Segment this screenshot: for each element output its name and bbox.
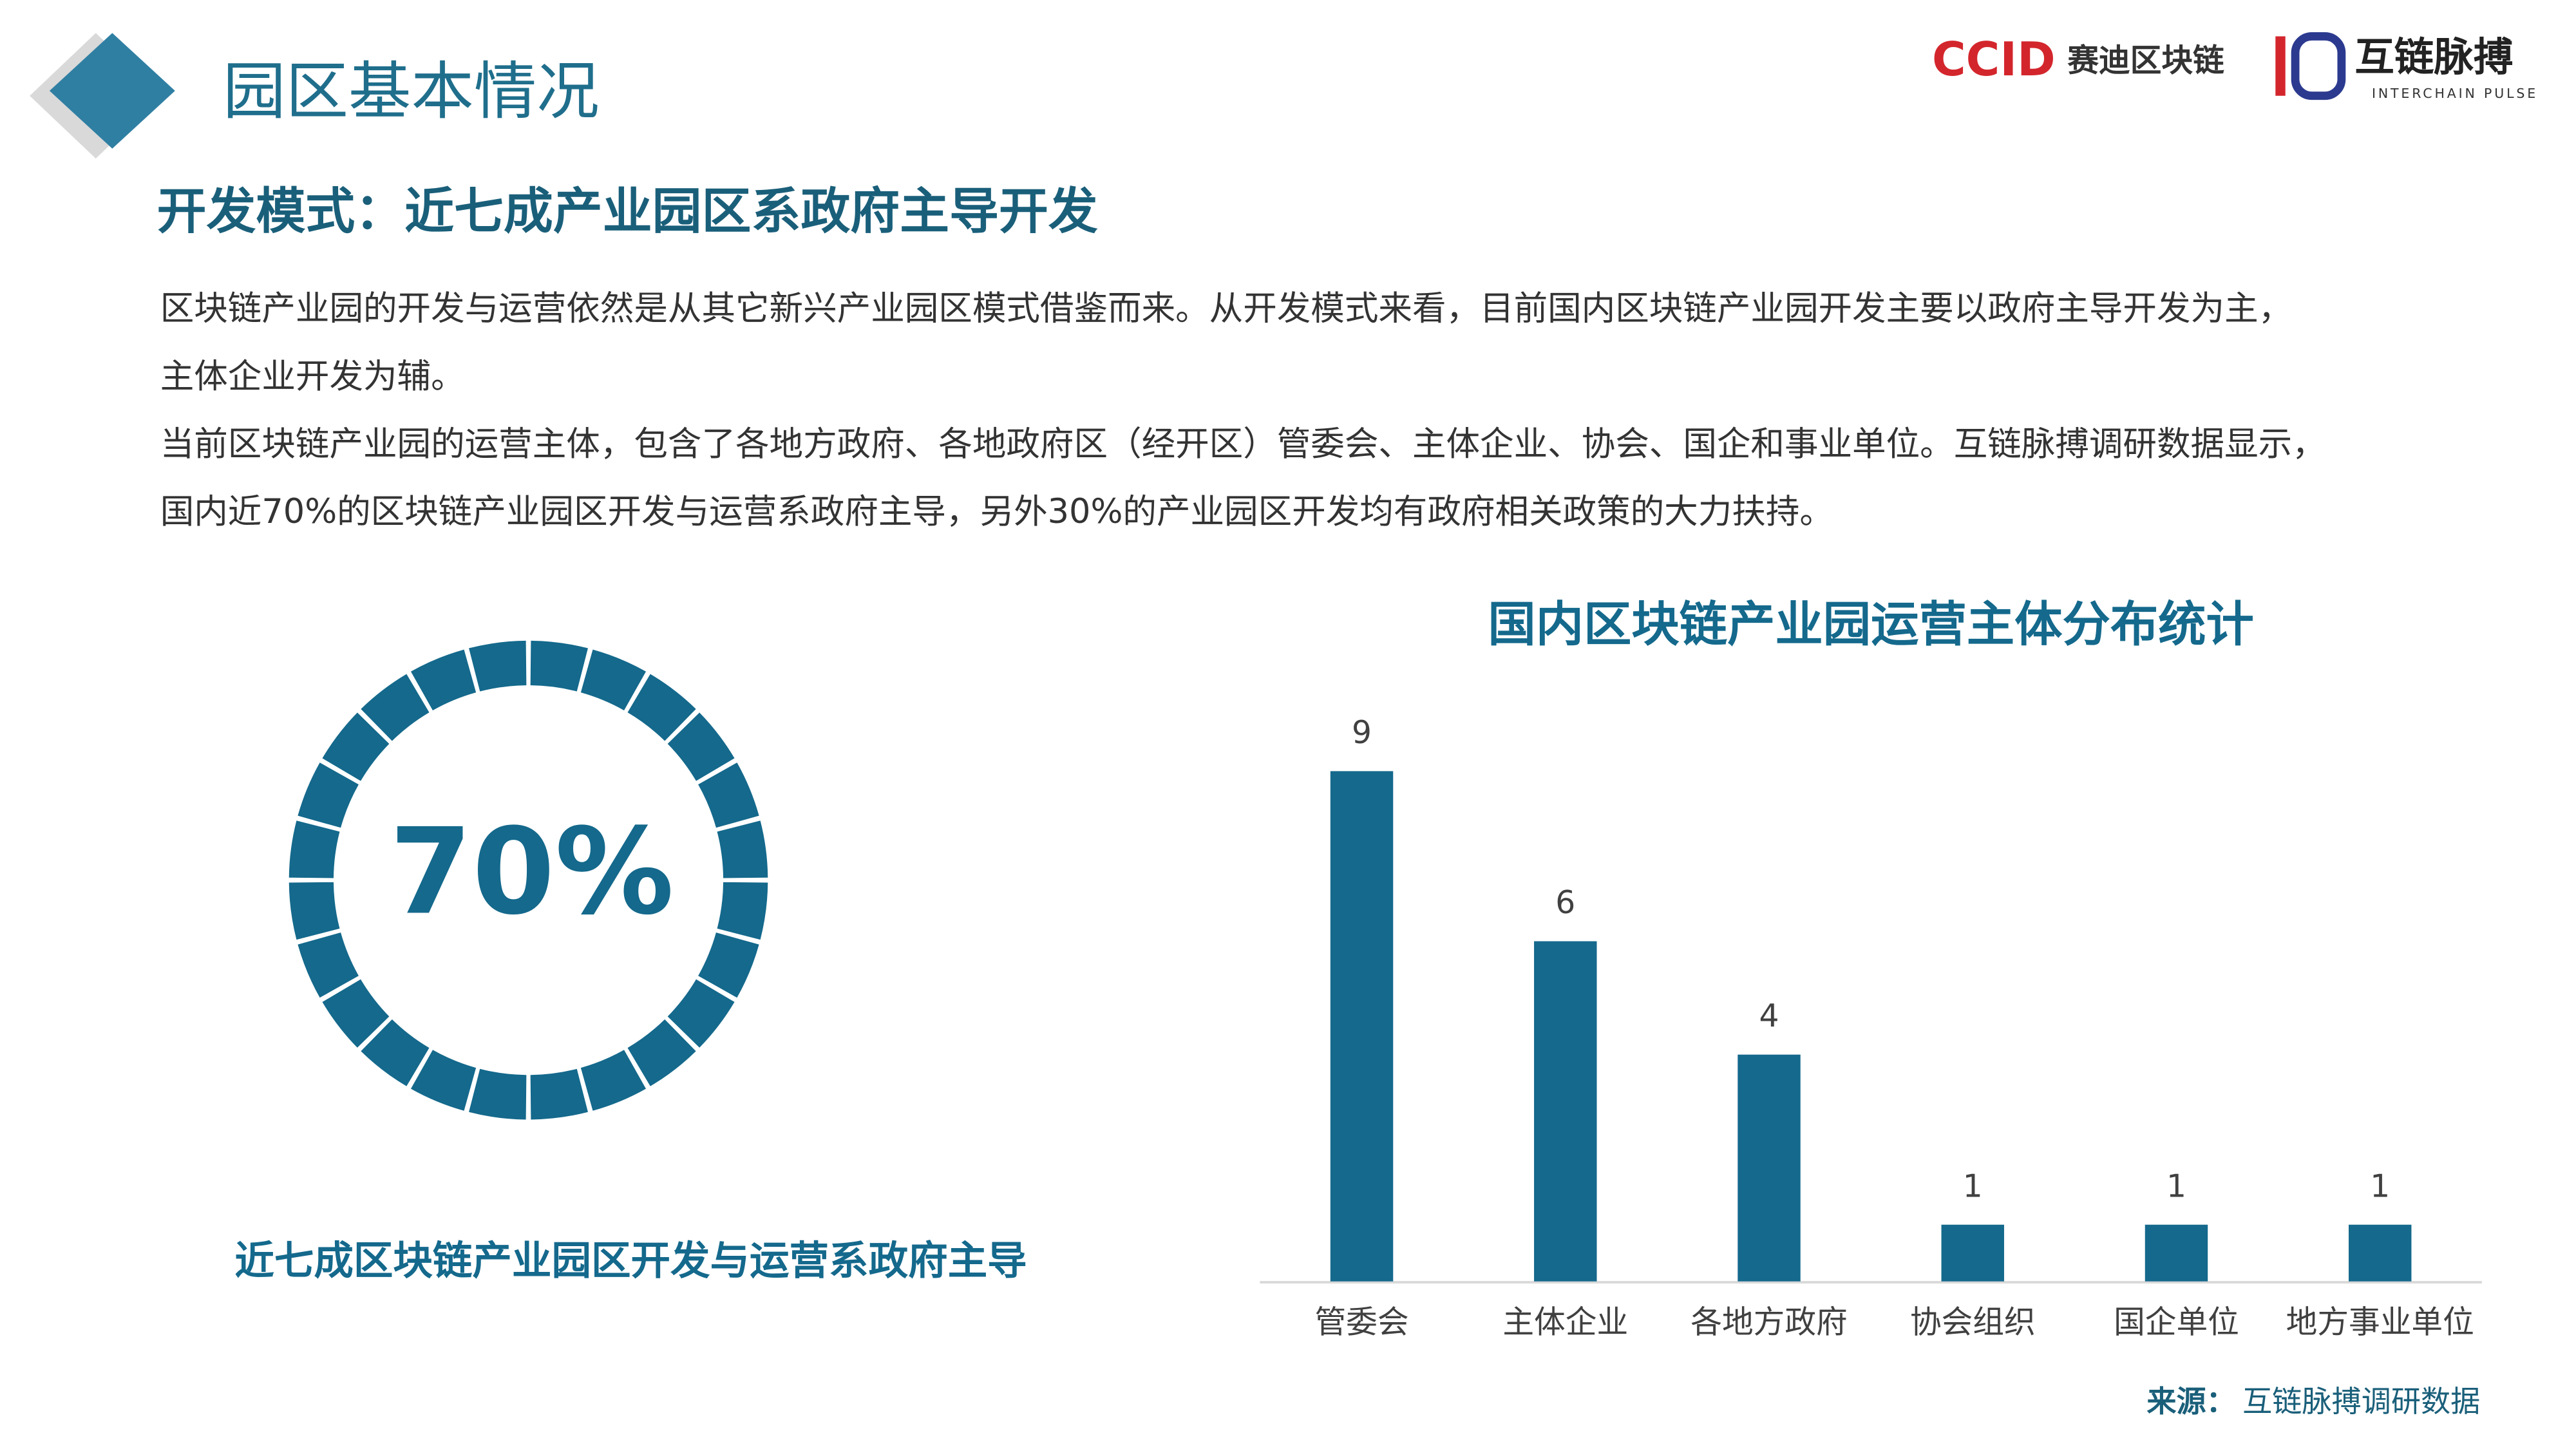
ring-segment	[530, 640, 588, 692]
ring-segment	[298, 933, 359, 998]
ring-segment	[322, 712, 390, 781]
x-tick-label: 地方事业单位	[2286, 1304, 2474, 1340]
ring-segment	[289, 820, 340, 878]
ring-segment	[298, 762, 359, 828]
bar	[1534, 941, 1597, 1282]
ring-segment	[698, 762, 759, 828]
value-label: 6	[1555, 885, 1575, 921]
body-line: 国内近70%的区块链产业园区开发与运营系政府主导，另外30%的产业园区开发均有政…	[160, 492, 1833, 531]
bar	[1330, 771, 1394, 1282]
x-tick-label: 协会组织	[1910, 1304, 2036, 1340]
logo-pulse-mark	[2291, 32, 2346, 100]
body-text: 区块链产业园的开发与运营依然是从其它新兴产业园区模式借鉴而来。从开发模式来看，目…	[160, 289, 2326, 531]
logo-pulse-mark	[2275, 36, 2286, 96]
ring-segment	[627, 1019, 696, 1086]
donut-label: 70%	[390, 802, 674, 941]
x-tick-label: 国企单位	[2114, 1304, 2239, 1340]
ring-segment	[580, 649, 647, 711]
logo-pulse: 互链脉搏	[2354, 33, 2513, 80]
header-diamond	[49, 33, 175, 149]
ring-segment	[469, 640, 527, 692]
ring-segment	[469, 1068, 527, 1120]
bar	[1738, 1054, 1801, 1282]
ring-segment	[580, 1050, 647, 1111]
x-tick-label: 主体企业	[1502, 1304, 1628, 1340]
ring-segment	[530, 1068, 588, 1120]
ring-segment	[361, 1019, 430, 1086]
value-label: 1	[2166, 1168, 2186, 1204]
ring-segment	[410, 1050, 477, 1111]
value-label: 4	[1759, 998, 1779, 1034]
x-tick-label: 管委会	[1314, 1304, 1408, 1340]
ring-segment	[361, 674, 430, 741]
ring-segment	[667, 712, 735, 781]
ring-segment	[627, 674, 696, 741]
chart-title: 国内区块链产业园运营主体分布统计	[1488, 596, 2253, 652]
value-label: 9	[1352, 715, 1372, 751]
bar	[2349, 1224, 2412, 1282]
donut-caption: 近七成区块链产业园区开发与运营系政府主导	[234, 1238, 1027, 1284]
bar	[1941, 1224, 2004, 1282]
ring-segment	[698, 933, 759, 998]
ring-segment	[289, 882, 340, 940]
logo-ccid-text: 赛迪区块链	[2067, 43, 2224, 79]
bar	[2145, 1224, 2208, 1282]
logo-ccid: CCID	[1932, 32, 2056, 86]
logo-pulse-en: INTERCHAIN PULSE	[2372, 86, 2538, 101]
donut-ring	[289, 640, 768, 1120]
body-line: 当前区块链产业园的运营主体，包含了各地方政府、各地政府区（经开区）管委会、主体企…	[160, 424, 2326, 464]
value-label: 1	[1963, 1168, 1983, 1204]
ring-segment	[717, 882, 768, 940]
source-text: 互链脉搏调研数据	[2242, 1384, 2480, 1419]
ring-segment	[667, 979, 735, 1048]
source-label: 来源：	[2146, 1384, 2235, 1419]
bar-chart: 9 管委会 6 主体企业 4 各地方政府 1 协会组织 1 国企单位 1 地方事业单位	[1314, 715, 2474, 1340]
ring-segment	[717, 820, 768, 878]
ring-segment	[410, 649, 477, 711]
ring-segment	[322, 979, 390, 1048]
body-line: 主体企业开发为辅。	[160, 357, 465, 396]
section-title: 开发模式：近七成产业园区系政府主导开发	[157, 183, 1098, 240]
header-title: 园区基本情况	[223, 55, 600, 128]
body-line: 区块链产业园的开发与运营依然是从其它新兴产业园区模式借鉴而来。从开发模式来看，目…	[160, 289, 2292, 328]
value-label: 1	[2370, 1168, 2390, 1204]
x-tick-label: 各地方政府	[1690, 1304, 1848, 1340]
